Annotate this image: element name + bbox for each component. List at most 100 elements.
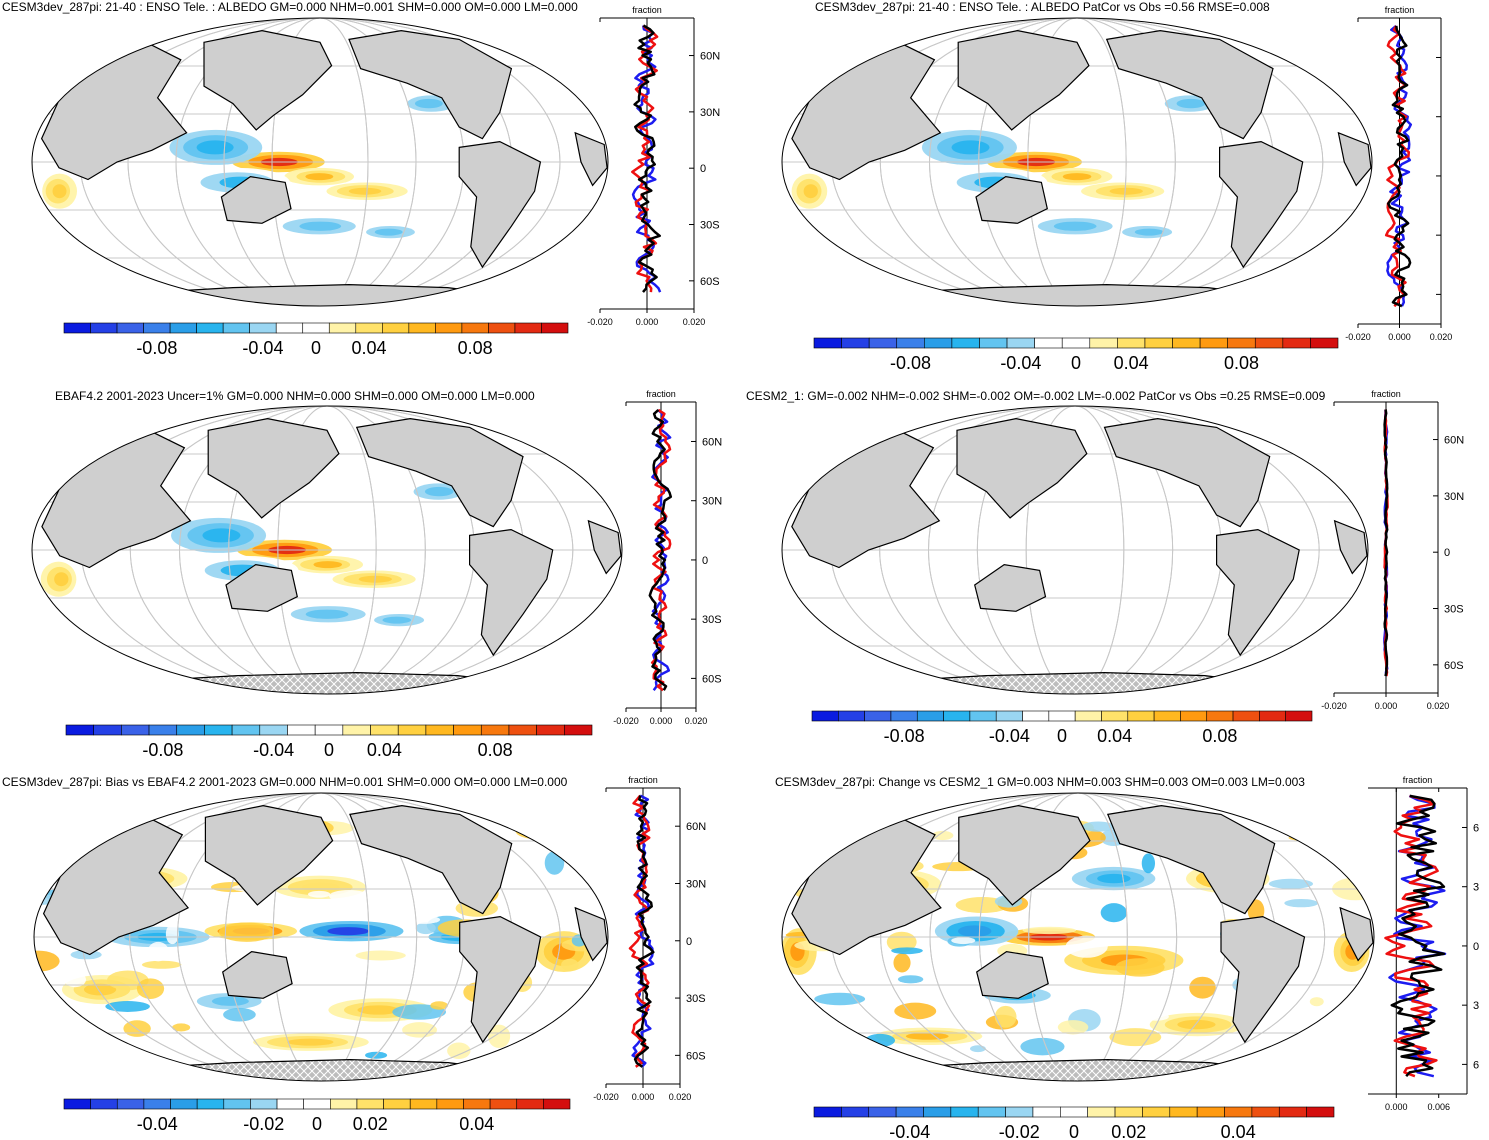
colorbar-swatch: [841, 337, 870, 349]
colorbar-swatch: [453, 724, 482, 736]
zonal-y-label: 60N: [686, 821, 706, 833]
colorbar-swatch: [969, 710, 997, 722]
anomaly-region: [1284, 898, 1319, 908]
zonal-series-red: [628, 794, 651, 1068]
colorbar-swatch: [1006, 337, 1035, 349]
panel-title: CESM3dev_287pi: 21-40 : ENSO Tele. : ALB…: [2, 0, 578, 14]
colorbar-swatch: [890, 710, 918, 722]
panel-title: EBAF4.2 2001-2023 Uncer=1% GM=0.000 NHM=…: [55, 389, 535, 403]
anomaly-region: [1331, 827, 1348, 846]
anomaly-region: [1065, 935, 1108, 958]
land: [976, 950, 1049, 999]
colorbar-swatch: [943, 710, 971, 722]
anomaly-region: [287, 1038, 334, 1046]
colorbar-swatch: [1206, 710, 1234, 722]
colorbar-swatch: [1310, 337, 1339, 349]
anomaly-region: [110, 1034, 131, 1044]
anomaly-region: [544, 851, 565, 875]
longitude-line: [228, 406, 426, 694]
colorbar-label: 0.08: [1224, 353, 1259, 373]
anomaly-region: [34, 971, 64, 989]
land: [203, 29, 333, 131]
anomaly-region: [1100, 903, 1128, 923]
colorbar-swatch: [543, 1098, 571, 1110]
map-layer: [782, 18, 1372, 306]
colorbar-swatch: [977, 1106, 1006, 1118]
colorbar-swatch: [397, 724, 427, 736]
colorbar-swatch: [1114, 1106, 1143, 1118]
colorbar-label: -0.04: [989, 726, 1030, 746]
land: [459, 915, 542, 1044]
zonal-series-black: [1383, 409, 1389, 677]
map-border: [781, 17, 1373, 307]
colorbar-swatch: [370, 724, 399, 736]
zonal-x-label: 0.000: [650, 716, 673, 726]
colorbar-swatch: [1199, 337, 1228, 349]
panel-title: CESM2_1: GM=-0.002 NHM=-0.002 SHM=-0.002…: [746, 389, 1326, 403]
map-border: [781, 405, 1369, 695]
colorbar-swatch: [303, 1098, 331, 1110]
colorbar-swatch: [143, 1098, 171, 1110]
anomaly-region: [147, 941, 169, 962]
anomaly-region: [305, 609, 349, 619]
colorbar-label: -0.04: [1000, 353, 1041, 373]
colorbar-label: -0.04: [137, 1114, 178, 1134]
anomaly-region: [1177, 1019, 1216, 1030]
colorbar-swatch: [541, 322, 569, 334]
zonal-series-black: [633, 24, 661, 293]
land: [1103, 417, 1271, 528]
colorbar-swatch: [169, 322, 197, 334]
colorbar-swatch: [231, 724, 261, 736]
colorbar-swatch: [435, 322, 463, 334]
colorbar-swatch: [116, 1098, 145, 1110]
zonal-mean-plot: fraction -0.020 0.000 0.020 60N 30N 0 30S 60S: [613, 389, 722, 726]
anomaly-region: [1109, 1028, 1162, 1047]
colorbar-swatch: [356, 1098, 384, 1110]
zonal-title: fraction: [628, 775, 658, 785]
panel-title: CESM3dev_287pi: Change vs CESM2_1 GM=0.0…: [775, 775, 1305, 789]
zonal-y-label: 30S: [700, 220, 720, 232]
longitude-line: [978, 793, 1178, 1081]
map-border: [31, 17, 609, 307]
map-border: [31, 405, 623, 695]
land: [458, 140, 542, 269]
zonal-y-label: 30N: [1444, 491, 1464, 503]
anomaly-region: [329, 889, 369, 903]
colorbar-swatch: [249, 322, 277, 334]
anomaly-region: [313, 561, 343, 569]
anomaly-region: [382, 616, 412, 624]
colorbar-label: 0.04: [1097, 726, 1132, 746]
colorbar: -0.08 -0.04 0 0.04 0.08: [811, 710, 1313, 746]
zonal-y-label: 60S: [700, 276, 720, 288]
anomaly-region: [1276, 1044, 1310, 1068]
colorbar-swatch: [409, 1098, 438, 1110]
anomaly-region: [218, 909, 260, 916]
colorbar-swatch: [250, 1098, 278, 1110]
land: [469, 528, 554, 657]
anomaly-region: [1288, 834, 1338, 842]
anomaly-region: [958, 925, 992, 937]
zonal-x-label: 0.020: [1430, 332, 1453, 342]
land: [204, 804, 334, 906]
colorbar-label: 0.02: [353, 1114, 388, 1134]
map-layer: [32, 18, 608, 306]
zonal-y-label: 60N: [700, 51, 720, 63]
colorbar-swatch: [204, 724, 233, 736]
colorbar-swatch: [1089, 337, 1118, 349]
map-plot: [781, 405, 1369, 695]
zonal-y-label: 0: [1444, 547, 1450, 559]
colorbar-swatch: [382, 322, 410, 334]
land: [957, 29, 1090, 131]
anomaly-region: [305, 173, 334, 181]
zonal-y-label: 3: [1473, 882, 1479, 894]
colorbar-swatch: [1060, 1106, 1088, 1118]
zonal-y-label: 6: [1473, 822, 1479, 834]
anomaly-region: [52, 184, 67, 199]
colorbar-swatch: [1169, 1106, 1198, 1118]
longitude-line: [223, 18, 417, 306]
zonal-x-label: 0.020: [669, 1092, 692, 1102]
land: [1219, 140, 1304, 269]
anomaly-region: [357, 1005, 400, 1015]
colorbar-swatch: [916, 710, 944, 722]
longitude-line: [224, 793, 418, 1081]
